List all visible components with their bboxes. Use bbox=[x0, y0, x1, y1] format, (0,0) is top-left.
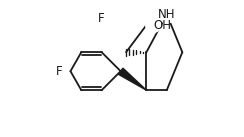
Circle shape bbox=[54, 65, 65, 77]
Text: NH: NH bbox=[158, 8, 175, 21]
Circle shape bbox=[96, 13, 107, 24]
Text: F: F bbox=[98, 12, 105, 25]
Text: F: F bbox=[56, 65, 63, 78]
Polygon shape bbox=[118, 68, 146, 90]
Circle shape bbox=[146, 18, 161, 33]
Circle shape bbox=[158, 5, 176, 23]
Text: OH: OH bbox=[153, 19, 171, 32]
